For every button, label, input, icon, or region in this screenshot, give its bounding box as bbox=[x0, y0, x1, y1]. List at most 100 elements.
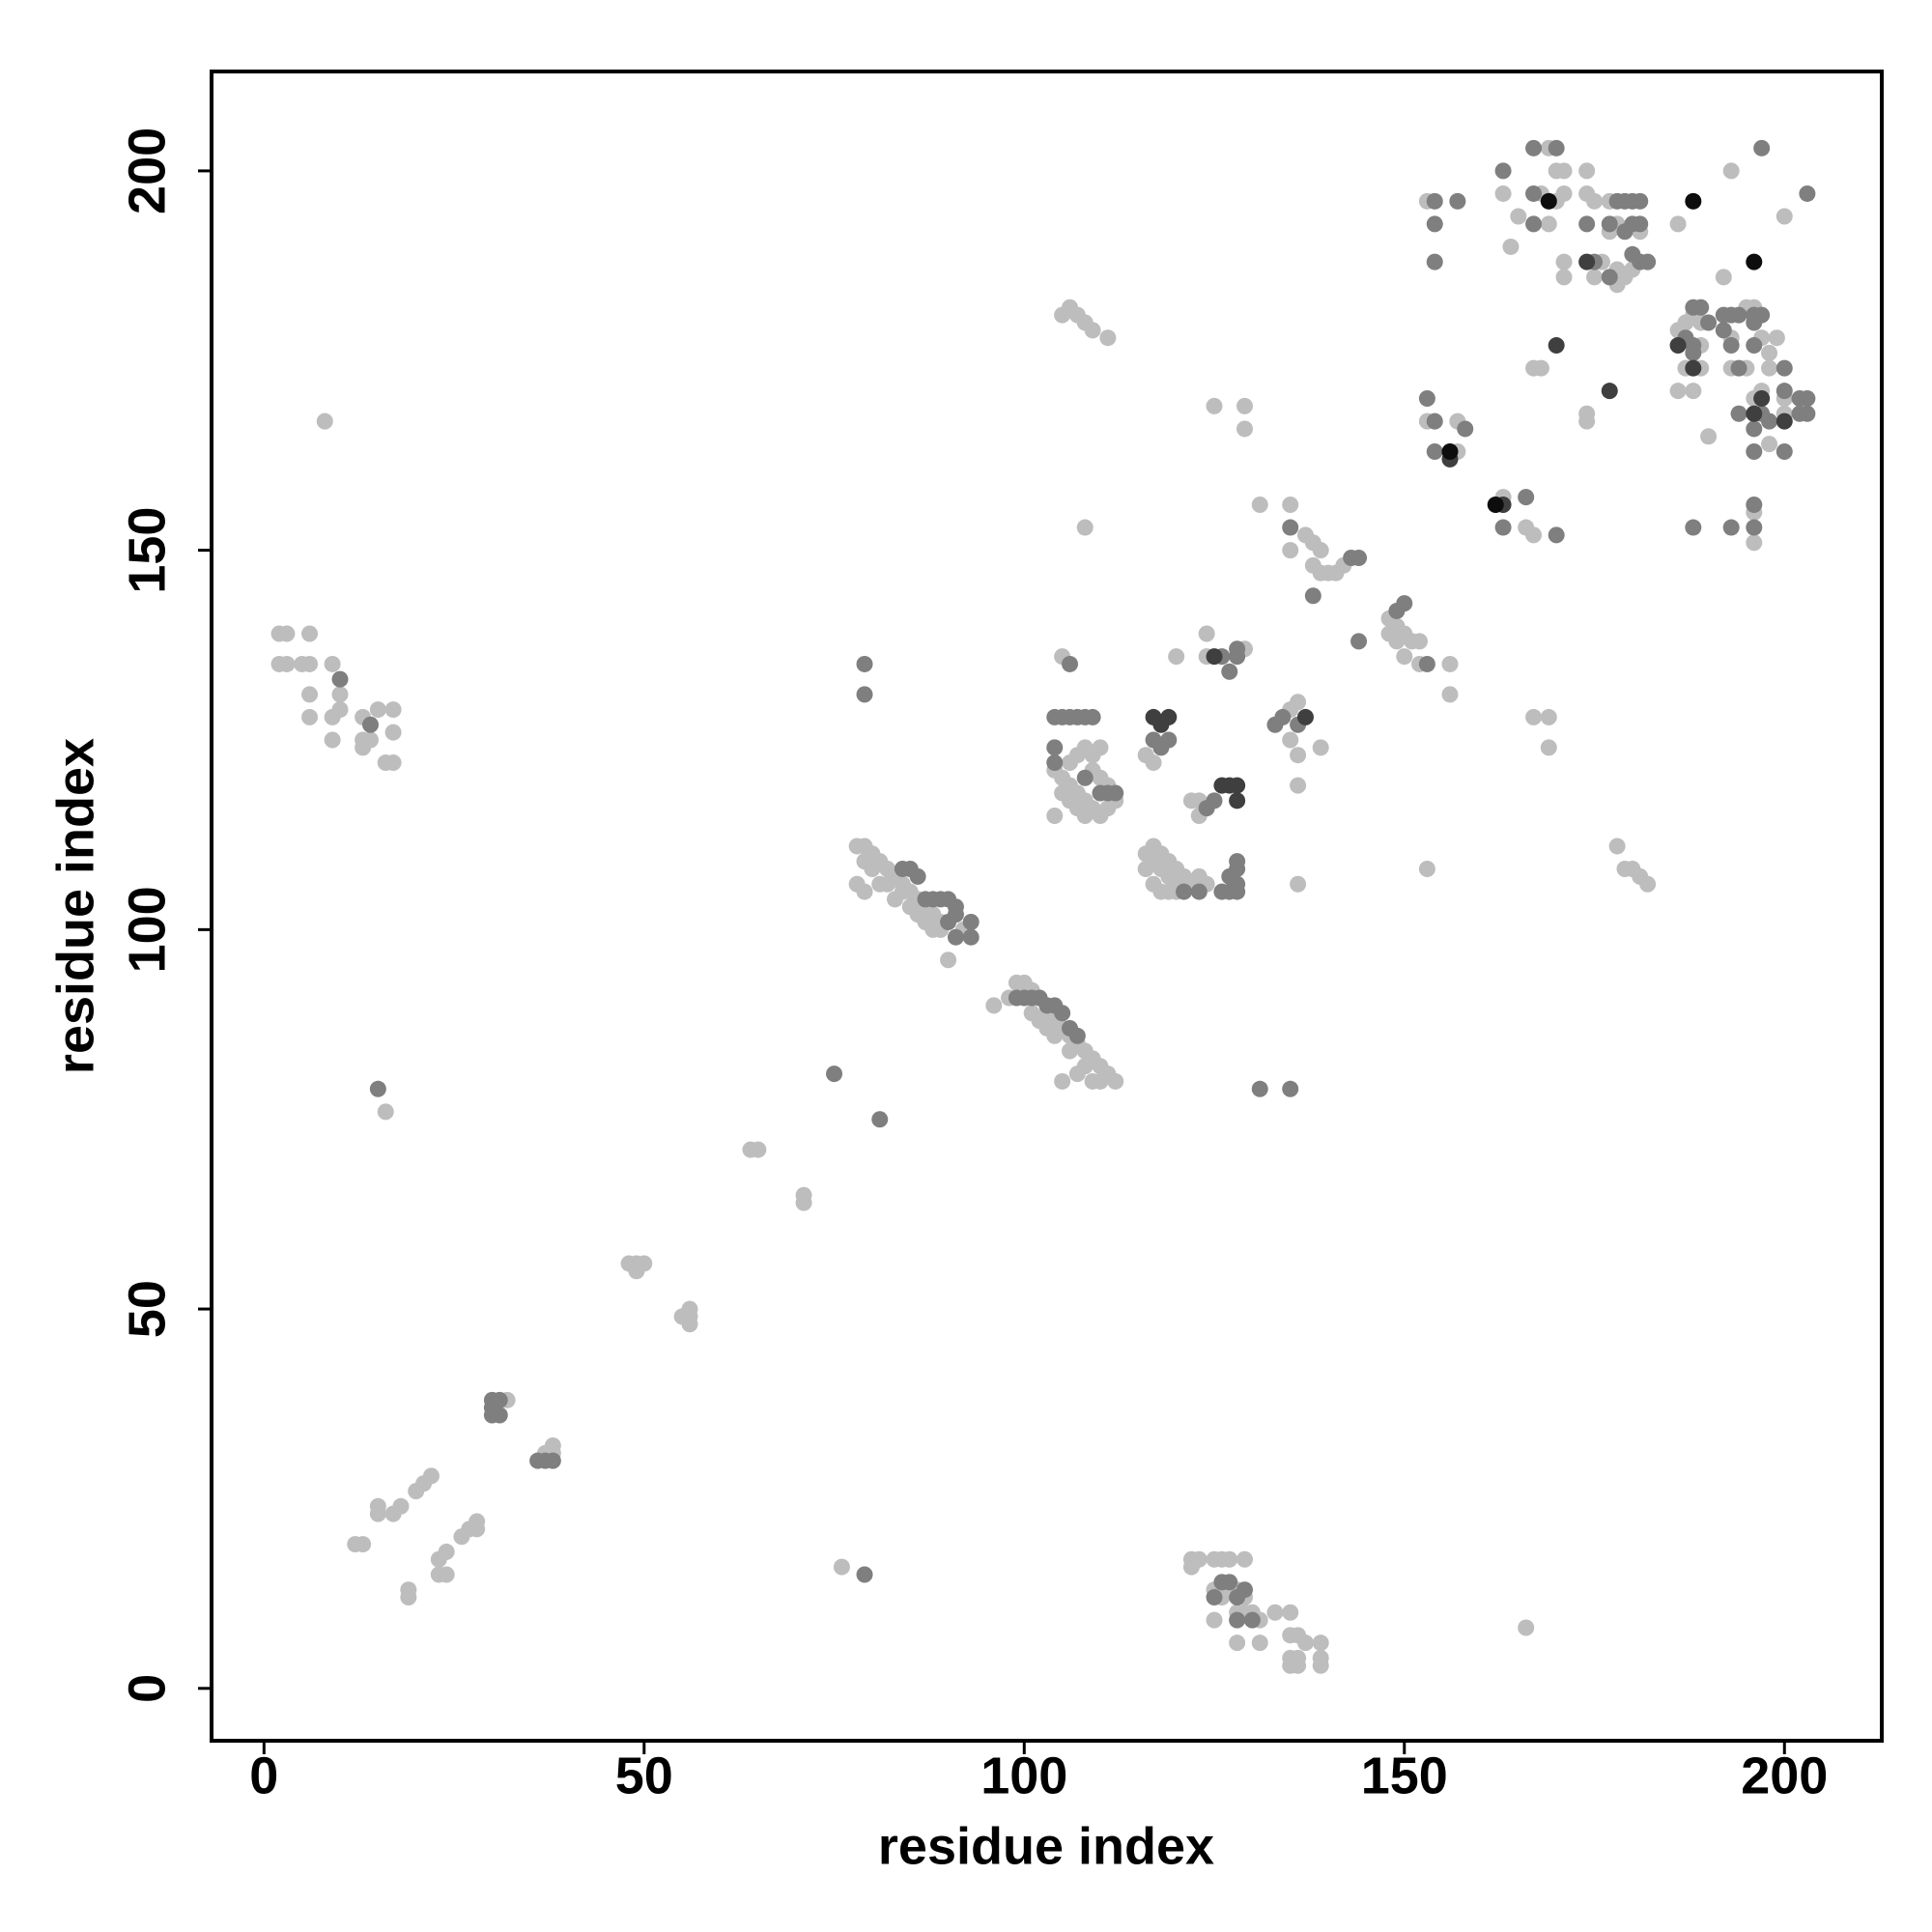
contact-point bbox=[1023, 1005, 1040, 1022]
contact-point bbox=[1487, 496, 1504, 513]
contact-point bbox=[1084, 708, 1101, 725]
contact-point bbox=[1548, 337, 1565, 355]
contact-point bbox=[1753, 306, 1771, 324]
contact-point bbox=[469, 1520, 486, 1538]
contact-point bbox=[1722, 162, 1740, 180]
contact-point bbox=[1730, 306, 1747, 324]
contact-point bbox=[1312, 739, 1329, 756]
contact-point bbox=[1639, 253, 1657, 270]
y-tick-label: 200 bbox=[118, 128, 176, 214]
contact-point bbox=[879, 875, 896, 893]
contact-point bbox=[1312, 542, 1329, 559]
contact-point bbox=[1510, 208, 1527, 225]
points bbox=[270, 139, 1816, 1674]
contact-point bbox=[1761, 412, 1778, 430]
contact-point bbox=[1685, 298, 1702, 316]
contact-point bbox=[377, 1103, 394, 1121]
contact-point bbox=[1145, 754, 1162, 772]
contact-point bbox=[1669, 337, 1687, 355]
contact-point bbox=[355, 739, 372, 756]
contact-point bbox=[1722, 519, 1740, 536]
contact-point bbox=[1160, 731, 1178, 749]
contact-point bbox=[1669, 215, 1687, 233]
contact-point bbox=[1304, 587, 1321, 605]
contact-point bbox=[1540, 739, 1557, 756]
contact-point bbox=[1586, 269, 1604, 286]
contact-point bbox=[1578, 215, 1596, 233]
contact-point bbox=[1418, 861, 1435, 878]
contact-point bbox=[1176, 867, 1193, 885]
contact-point bbox=[1213, 777, 1231, 794]
contact-point bbox=[331, 670, 349, 688]
contact-point bbox=[1525, 139, 1543, 156]
contact-point bbox=[1746, 420, 1763, 438]
contact-point bbox=[1685, 344, 1702, 361]
contact-point bbox=[1251, 496, 1268, 513]
contact-point bbox=[1494, 162, 1512, 180]
contact-point bbox=[1555, 269, 1573, 286]
contact-point bbox=[1441, 443, 1459, 461]
contact-point bbox=[1092, 739, 1109, 756]
contact-point bbox=[1221, 663, 1238, 680]
contact-point bbox=[909, 867, 926, 885]
contact-point bbox=[438, 1566, 455, 1583]
contact-point bbox=[384, 724, 402, 741]
contact-point bbox=[1601, 215, 1618, 233]
contact-point bbox=[1532, 359, 1549, 377]
plot-frame bbox=[210, 70, 1884, 1743]
x-tick-label: 100 bbox=[980, 1747, 1067, 1804]
contact-point bbox=[1555, 253, 1573, 270]
contact-point bbox=[1768, 329, 1785, 347]
contact-point bbox=[1038, 1019, 1056, 1037]
contact-point bbox=[1426, 215, 1443, 233]
contact-point bbox=[1746, 496, 1763, 513]
contact-point bbox=[1084, 1072, 1101, 1090]
contact-point bbox=[1290, 747, 1307, 764]
contact-point bbox=[681, 1316, 698, 1333]
contact-point bbox=[1639, 875, 1657, 893]
contact-point bbox=[1746, 337, 1763, 355]
contact-point bbox=[1799, 405, 1816, 422]
contact-point bbox=[1054, 1072, 1071, 1090]
contact-point bbox=[1046, 739, 1064, 756]
contact-point bbox=[400, 1581, 417, 1599]
contact-point bbox=[1578, 412, 1596, 430]
contact-point bbox=[1046, 808, 1064, 825]
contact-point bbox=[1525, 185, 1543, 202]
contact-point bbox=[1418, 655, 1435, 672]
contact-point bbox=[1601, 383, 1618, 400]
contact-point bbox=[1221, 1550, 1238, 1568]
contact-point bbox=[1715, 269, 1732, 286]
contact-point bbox=[1685, 359, 1702, 377]
contact-point bbox=[369, 1497, 386, 1515]
contact-point bbox=[940, 913, 957, 930]
contact-point bbox=[1046, 754, 1064, 772]
contact-point bbox=[1799, 390, 1816, 408]
contact-point bbox=[1518, 1619, 1535, 1636]
contact-point bbox=[1236, 1581, 1254, 1599]
contact-point bbox=[1388, 633, 1406, 650]
contact-point bbox=[1068, 747, 1086, 764]
contact-point bbox=[1076, 808, 1094, 825]
contact-point bbox=[483, 1406, 500, 1424]
contact-point bbox=[1206, 397, 1223, 414]
contact-point bbox=[1746, 443, 1763, 461]
x-tick-label: 50 bbox=[615, 1747, 673, 1804]
contact-point bbox=[1540, 215, 1557, 233]
contact-point bbox=[1229, 792, 1246, 810]
x-tick-label: 0 bbox=[249, 1747, 278, 1804]
contact-point bbox=[1776, 443, 1793, 461]
contact-point bbox=[331, 686, 349, 703]
contact-point bbox=[1251, 1080, 1268, 1097]
contact-point bbox=[1076, 519, 1094, 536]
contact-point bbox=[864, 861, 881, 878]
contact-point bbox=[1229, 1611, 1246, 1629]
contact-point bbox=[1274, 708, 1292, 725]
contact-point bbox=[1608, 838, 1626, 855]
contact-point bbox=[1746, 405, 1763, 422]
contact-point bbox=[1518, 489, 1535, 506]
contact-point bbox=[1753, 139, 1771, 156]
contact-point bbox=[1525, 708, 1543, 725]
contact-point bbox=[1776, 412, 1793, 430]
